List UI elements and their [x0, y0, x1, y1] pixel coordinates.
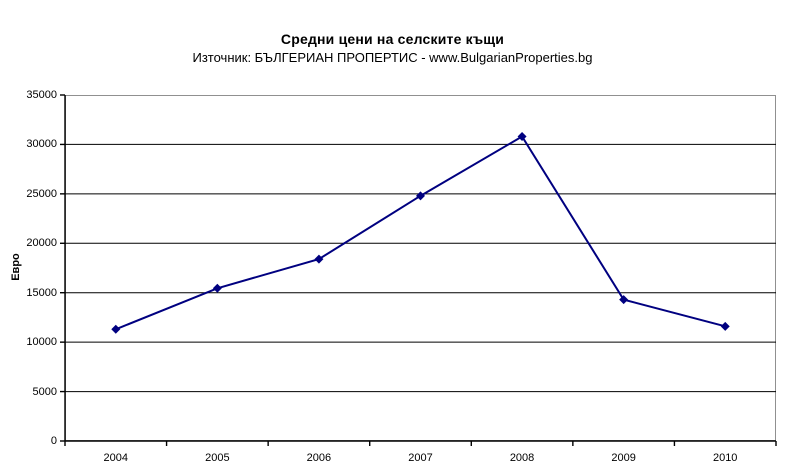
x-axis-tick-label: 2007: [408, 452, 433, 464]
data-point-marker: [212, 283, 222, 293]
price-series-line: [115, 135, 726, 331]
data-point-marker: [517, 132, 527, 142]
data-point-marker: [720, 321, 730, 331]
data-point-marker: [619, 295, 629, 305]
y-axis-tick-label: 35000: [26, 89, 57, 101]
y-axis-tick-label: 10000: [26, 336, 57, 349]
x-axis-tick-label: 2004: [103, 452, 129, 464]
chart-subtitle: Източник: БЪЛГЕРИАН ПРОПЕРТИС - www.Bulg…: [192, 50, 593, 65]
y-axis-tick-label: 15000: [26, 286, 57, 299]
y-axis-tick-label: 30000: [26, 138, 57, 151]
x-axis-tick-label: 2009: [611, 452, 636, 464]
x-axis-tick-label: 2005: [205, 452, 230, 464]
y-axis-tick-label: 5000: [32, 385, 57, 398]
y-axis-tick-label: 25000: [26, 187, 57, 200]
y-axis-tick-label: 0: [50, 435, 57, 447]
data-point-marker: [111, 324, 121, 334]
x-axis-tick-label: 2006: [306, 452, 332, 464]
data-point-marker: [416, 191, 425, 201]
chart-title: Средни цени на селските къщи: [280, 31, 505, 47]
x-axis-tick-label: 2008: [509, 452, 535, 464]
x-axis-tick-label: 2010: [712, 452, 738, 464]
plot-area-border: [65, 95, 776, 441]
data-point-marker: [314, 254, 324, 264]
y-axis-tick-label: 20000: [26, 237, 57, 250]
